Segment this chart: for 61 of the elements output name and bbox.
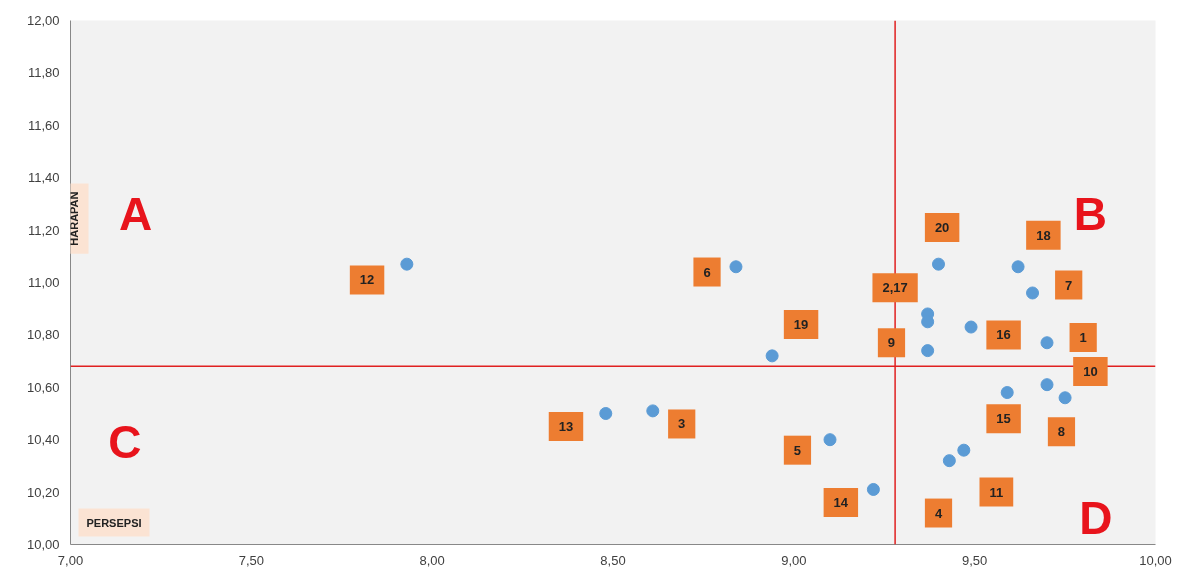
point — [765, 349, 779, 363]
annotation: 14 — [833, 495, 849, 511]
annotation: C — [108, 416, 142, 469]
x-tick-label: 8,50 — [600, 552, 626, 568]
annotation: 6 — [703, 264, 711, 280]
annotation: 18 — [1036, 227, 1051, 243]
y-tick-label: 11,40 — [27, 170, 60, 186]
point — [964, 320, 978, 334]
annotation: 7 — [1065, 277, 1073, 293]
point — [921, 344, 935, 358]
annotation: 12 — [359, 272, 375, 288]
point — [1000, 386, 1014, 400]
annotation: 20 — [934, 219, 950, 235]
annotation: 9 — [887, 335, 896, 351]
annotation: 16 — [996, 327, 1011, 343]
annotation: D — [1079, 492, 1113, 545]
x-tick-label: 9,50 — [962, 552, 988, 568]
point — [823, 433, 837, 447]
annotation: 5 — [793, 442, 802, 458]
y-tick-label: 10,20 — [26, 484, 60, 500]
point — [1011, 260, 1025, 274]
x-tick-label: 7,00 — [57, 552, 84, 568]
point — [942, 454, 956, 468]
x-tick-label: 7,50 — [238, 552, 264, 568]
point — [646, 404, 660, 418]
annotation: 2,17 — [882, 280, 908, 296]
y-tick-label: 11,20 — [27, 222, 60, 238]
annotation: 13 — [558, 419, 574, 435]
point — [957, 443, 971, 457]
point — [729, 260, 743, 274]
point — [599, 407, 613, 420]
annotation: 4 — [934, 505, 943, 521]
point — [932, 257, 945, 271]
y-axis-title: HARAPAN — [68, 191, 81, 246]
y-tick-label: 10,60 — [26, 379, 60, 395]
annotation: 10 — [1083, 364, 1098, 380]
point — [866, 482, 880, 496]
y-tick-label: 10,40 — [26, 432, 60, 448]
annotation: 15 — [996, 411, 1011, 427]
y-tick-label: 10,00 — [26, 537, 60, 552]
y-tick-label: 11,80 — [27, 65, 60, 81]
x-axis-title: PERSEPSI — [86, 516, 142, 529]
annotation: 8 — [1057, 424, 1066, 440]
point — [1058, 391, 1072, 405]
point — [1026, 286, 1040, 300]
point — [1040, 378, 1054, 392]
x-tick-label: 10,00 — [1139, 552, 1172, 568]
x-tick-label: 8,00 — [419, 552, 445, 568]
annotation: A — [118, 188, 153, 241]
y-tick-label: 11,00 — [27, 275, 60, 290]
annotation: 1 — [1079, 330, 1087, 346]
y-tick-label: 10,80 — [26, 327, 60, 343]
annotation: 11 — [989, 484, 1004, 500]
point — [400, 257, 414, 271]
annotation: 3 — [678, 416, 686, 432]
y-tick-label: 12,00 — [26, 13, 60, 28]
point — [1040, 336, 1054, 350]
annotation: B — [1073, 188, 1108, 241]
annotation: 19 — [793, 316, 809, 332]
y-tick-label: 11,60 — [27, 117, 60, 133]
x-tick-label: 9,00 — [781, 552, 807, 568]
